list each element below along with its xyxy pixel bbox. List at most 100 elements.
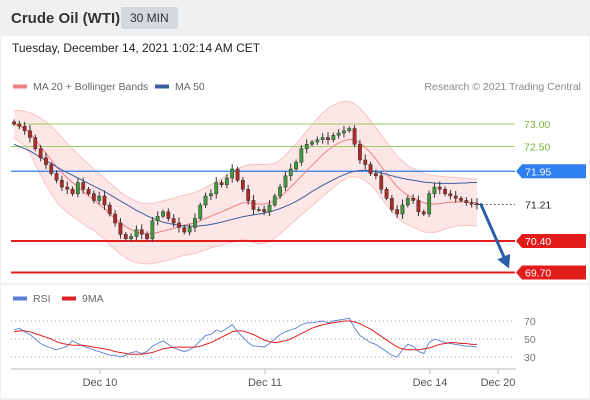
candle-body bbox=[86, 189, 91, 195]
candle-body bbox=[352, 128, 357, 145]
main-legend: MA 20 + Bollinger Bands MA 50 Research ©… bbox=[13, 81, 581, 93]
candle-body bbox=[28, 130, 32, 138]
timeframe-badge[interactable]: 30 MIN bbox=[121, 7, 178, 29]
candle-body bbox=[331, 135, 336, 141]
candle-body bbox=[118, 222, 123, 235]
candle-body bbox=[240, 180, 245, 190]
bollinger-legend-label: MA 20 + Bollinger Bands bbox=[33, 81, 148, 93]
candle-body bbox=[400, 204, 405, 215]
candle-body bbox=[299, 148, 304, 163]
ma50-legend-label: MA 50 bbox=[175, 81, 205, 93]
bollinger-bands bbox=[13, 101, 478, 265]
rsi-tick-50: 50 bbox=[524, 334, 536, 346]
candle-body bbox=[219, 182, 224, 185]
rsi-legend: RSI 9MA bbox=[13, 293, 104, 305]
candle-body bbox=[134, 229, 139, 237]
candle-body bbox=[235, 168, 240, 181]
candle-body bbox=[373, 173, 378, 177]
candle-body bbox=[304, 144, 309, 150]
candle-body bbox=[336, 132, 341, 136]
candle-body bbox=[155, 215, 160, 221]
forecast-arrow-head bbox=[497, 253, 511, 269]
level-label-73.00: 73.00 bbox=[524, 119, 550, 131]
candle-body bbox=[475, 203, 479, 205]
candle-body bbox=[203, 195, 208, 206]
candle-body bbox=[363, 159, 368, 165]
candle-body bbox=[427, 193, 432, 215]
chart-timestamp: Tuesday, December 14, 2021 1:02:14 AM CE… bbox=[12, 41, 261, 55]
candle-body bbox=[288, 168, 293, 177]
candle-body bbox=[193, 218, 197, 228]
level-label-72.50: 72.50 bbox=[524, 142, 550, 154]
candle-body bbox=[171, 218, 176, 224]
candle-body bbox=[49, 164, 54, 174]
level-badge-70.40 bbox=[516, 234, 586, 248]
rsi-ma-legend-label: 9MA bbox=[82, 293, 104, 305]
candle-body bbox=[395, 209, 400, 215]
candle-body bbox=[342, 130, 346, 134]
candle-body bbox=[12, 121, 16, 125]
candle-body bbox=[150, 220, 155, 240]
candle-body bbox=[278, 186, 282, 197]
candle-body bbox=[145, 234, 149, 240]
rsi-panel: 70 50 30 bbox=[11, 316, 536, 364]
candle-body bbox=[75, 182, 80, 195]
level-label-71.95: 71.95 bbox=[525, 166, 551, 178]
candle-body bbox=[320, 137, 325, 140]
candle-body bbox=[209, 193, 213, 197]
candle-body bbox=[22, 125, 27, 131]
bollinger-upper-line bbox=[14, 101, 478, 205]
candle-body bbox=[358, 144, 362, 161]
key-level-lines bbox=[11, 123, 515, 274]
copyright-text: Research © 2021 Trading Central bbox=[424, 81, 581, 93]
candle-body bbox=[368, 164, 373, 174]
level-label-70.40: 70.40 bbox=[525, 236, 551, 248]
candle-body bbox=[262, 209, 267, 212]
rsi-line bbox=[13, 317, 478, 358]
candle-body bbox=[17, 123, 22, 127]
candle-body bbox=[97, 195, 102, 201]
candle-body bbox=[432, 186, 437, 194]
candle-body bbox=[113, 213, 118, 224]
candle-body bbox=[198, 204, 203, 219]
bollinger-band-fill bbox=[14, 101, 477, 264]
candles bbox=[12, 119, 479, 243]
ma20-line bbox=[13, 123, 478, 235]
candle-body bbox=[129, 236, 133, 239]
candle-body bbox=[59, 180, 64, 188]
x-tick-label: Dec 20 bbox=[481, 377, 516, 389]
ma50-legend-swatch bbox=[155, 84, 169, 89]
forecast-arrow bbox=[479, 203, 511, 269]
candle-body bbox=[326, 137, 330, 140]
moving-averages bbox=[13, 123, 478, 235]
instrument-title: Crude Oil (WTI) bbox=[11, 10, 121, 27]
candle-body bbox=[437, 186, 442, 190]
candle-body bbox=[187, 227, 192, 233]
rsi-legend-label: RSI bbox=[33, 293, 51, 305]
x-axis: Dec 10 Dec 11 Dec 14 Dec 20 bbox=[83, 369, 516, 389]
forecast-arrow-shaft bbox=[479, 203, 506, 259]
ma50-line bbox=[13, 143, 477, 227]
level-badge-71.95 bbox=[516, 164, 586, 179]
rsi-tick-70: 70 bbox=[524, 316, 536, 328]
x-tick-label: Dec 11 bbox=[248, 377, 282, 389]
candle-body bbox=[421, 211, 426, 215]
level-label-69.70: 69.70 bbox=[525, 268, 551, 280]
level-badge-69.70 bbox=[516, 265, 586, 280]
candle-body bbox=[38, 148, 43, 158]
candle-body bbox=[91, 193, 96, 201]
candle-body bbox=[107, 204, 112, 215]
candle-body bbox=[256, 209, 261, 211]
candle-body bbox=[448, 193, 453, 197]
candle-body bbox=[251, 200, 256, 210]
candle-body bbox=[139, 229, 144, 235]
rsi-ma-legend-swatch bbox=[62, 296, 76, 301]
candle-body bbox=[182, 227, 187, 233]
candle-body bbox=[161, 211, 165, 217]
candle-body bbox=[411, 198, 416, 201]
candle-body bbox=[379, 175, 384, 190]
rsi-legend-swatch bbox=[13, 296, 27, 301]
candle-body bbox=[267, 204, 272, 213]
x-tick-label: Dec 14 bbox=[413, 377, 448, 389]
